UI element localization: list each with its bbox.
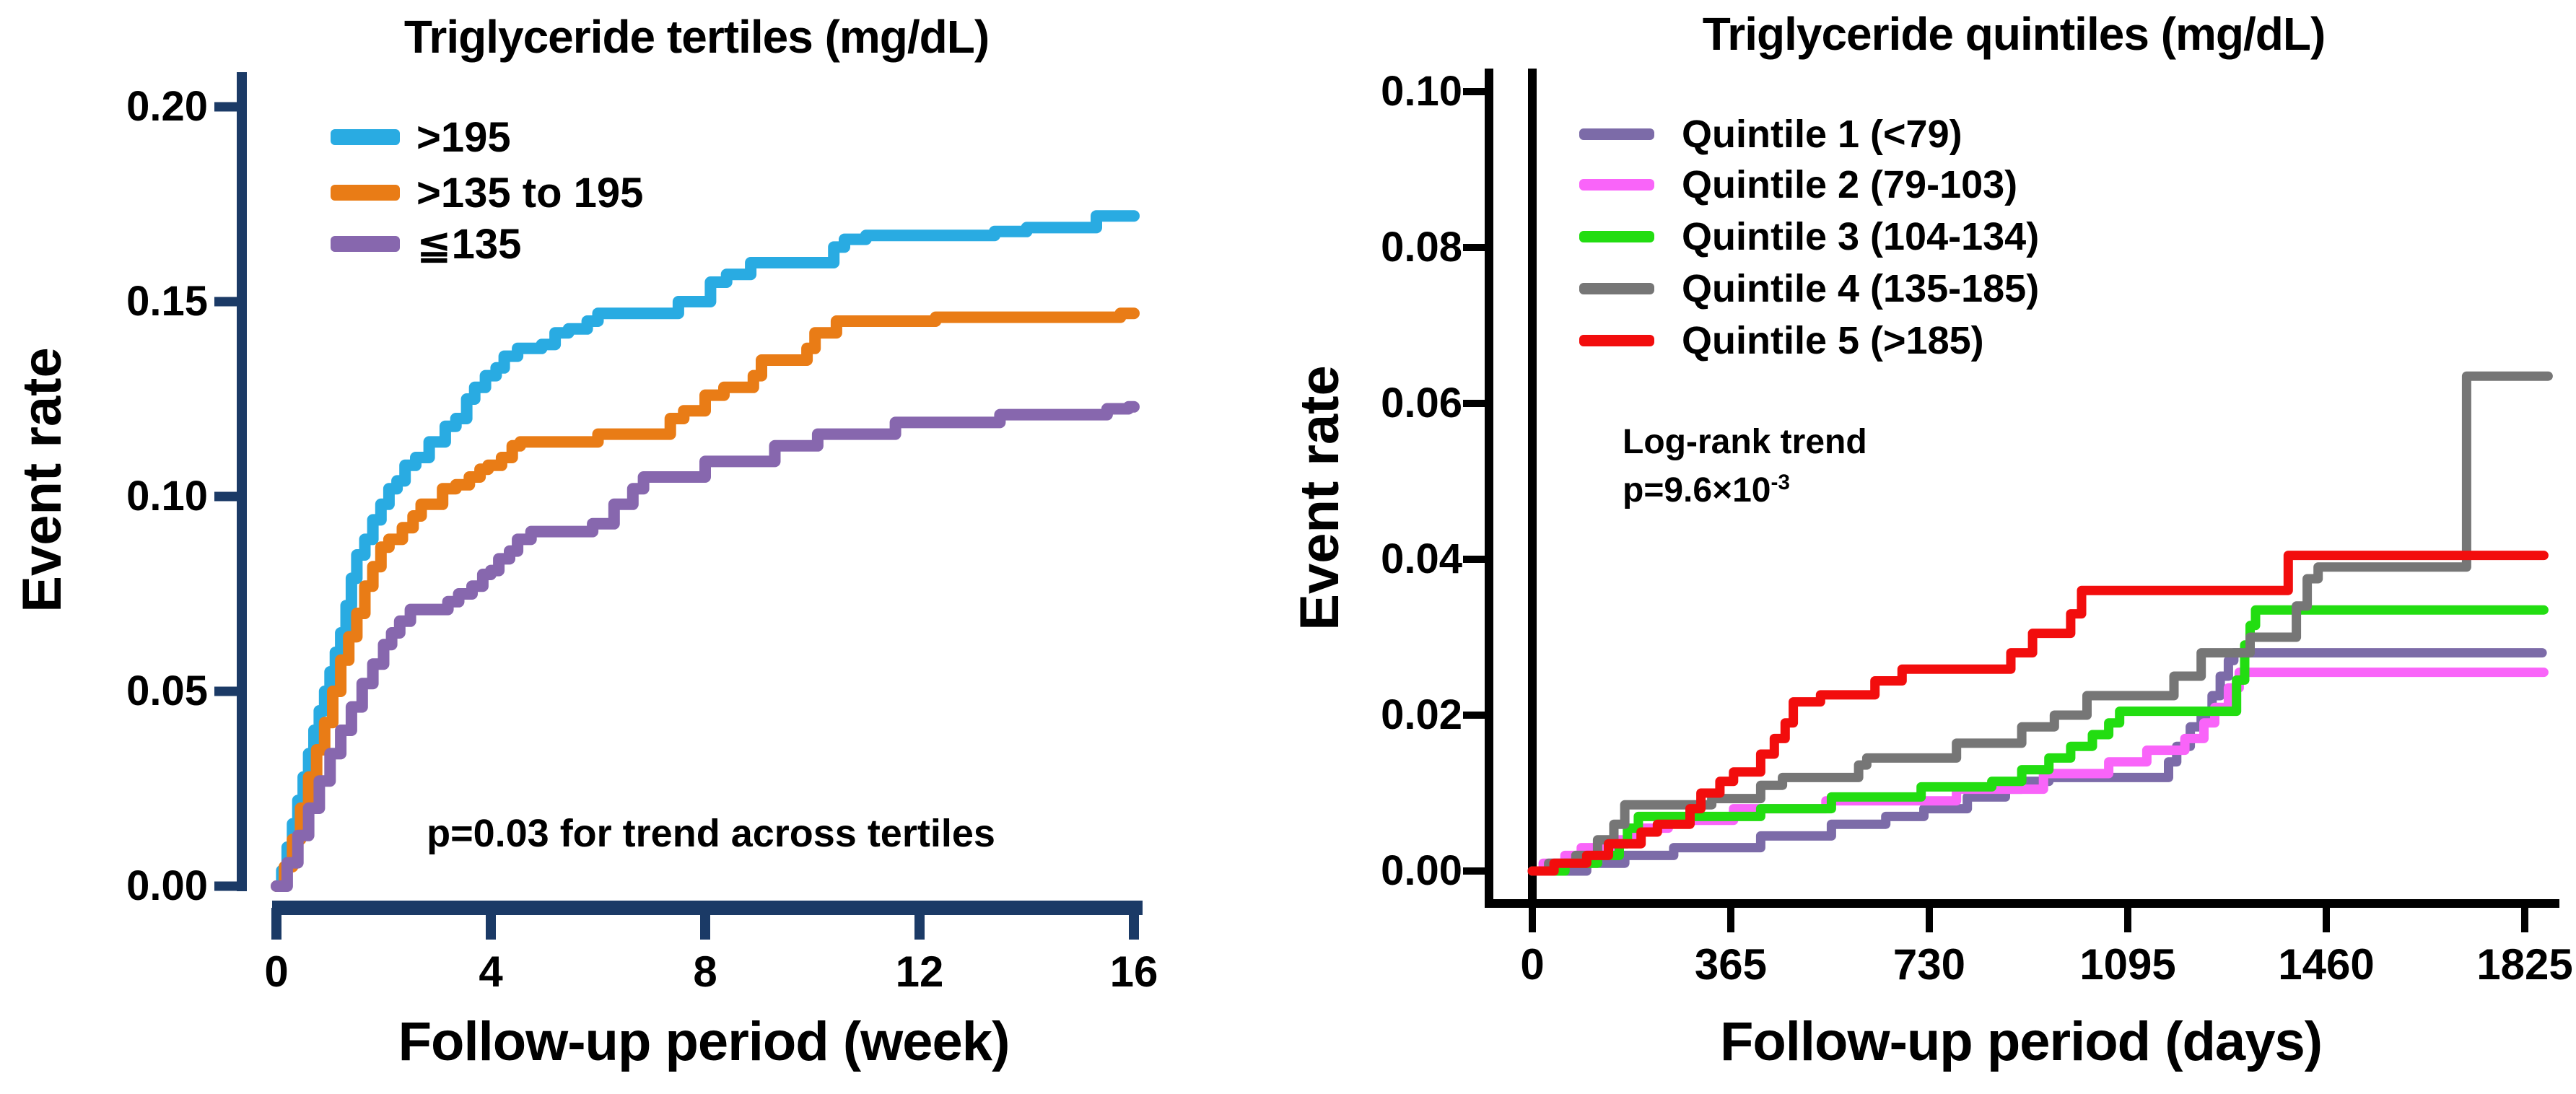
y-tick-label: 0.00 (126, 862, 208, 909)
legend-item: ≦135 (331, 219, 521, 269)
y-tick-label: 0.06 (1381, 380, 1462, 426)
legend-item: Quintile 3 (104-134) (1579, 211, 2039, 262)
legend-label: >195 (416, 113, 511, 161)
legend-label: Quintile 2 (79-103) (1682, 163, 2018, 206)
y-tick-label: 0.02 (1381, 691, 1462, 738)
legend-item: >195 (331, 112, 511, 162)
series-curve (271, 401, 1140, 892)
x-tick-label: 16 (1109, 948, 1158, 996)
legend-item: >135 to 195 (331, 167, 643, 218)
x-tick-label: 8 (693, 948, 717, 996)
legend-label: Quintile 1 (<79) (1682, 113, 1962, 156)
right-x-axis-title: Follow-up period (days) (1719, 1011, 2323, 1072)
legend-item: Quintile 4 (135-185) (1579, 263, 2039, 314)
x-tick-label: 0 (1520, 940, 1545, 989)
right-chart-title: Triglyceride quintiles (mg/dL) (1702, 8, 2326, 60)
logrank-p-value: p=9.6×10-3 (1623, 471, 1790, 509)
legend-swatch-line (1579, 179, 1654, 191)
legend-label: ≦135 (416, 221, 522, 268)
series-curve (1527, 551, 2549, 876)
y-tick-label: 0.08 (1381, 224, 1462, 271)
y-tick-label: 0.15 (126, 278, 208, 325)
x-tick-label: 730 (1892, 940, 1966, 989)
left-p-value-annotation: p=0.03 for trend across tertiles (427, 812, 995, 855)
legend-label: Quintile 5 (>185) (1682, 319, 1984, 362)
right-y-axis-title: Event rate (1289, 365, 1350, 631)
legend-label: Quintile 4 (135-185) (1682, 267, 2040, 310)
legend-swatch-line (1579, 128, 1654, 140)
left-chart-title: Triglyceride tertiles (mg/dL) (403, 11, 990, 63)
legend-swatch-line (1579, 283, 1654, 294)
x-tick-label: 1095 (2079, 940, 2176, 989)
y-tick-label: 0.04 (1381, 535, 1462, 582)
y-tick-label: 0.10 (126, 473, 208, 520)
logrank-trend-label: Log-rank trend (1623, 423, 1867, 461)
y-tick-label: 0.00 (1381, 847, 1462, 894)
x-tick-label: 365 (1694, 940, 1768, 989)
legend-item: Quintile 2 (79-103) (1579, 159, 2017, 210)
right-logrank-annotation: Log-rank trend p=9.6×10-3 (1623, 422, 1867, 511)
legend-swatch-line (331, 236, 400, 252)
y-tick-label: 0.10 (1381, 68, 1462, 115)
series-curve (1527, 371, 2553, 876)
series-curve (1527, 668, 2549, 876)
legend-swatch-line (1579, 231, 1654, 242)
left-x-axis-title: Follow-up period (week) (398, 1011, 1010, 1072)
y-tick-label: 0.05 (126, 668, 208, 714)
legend-item: Quintile 5 (>185) (1579, 315, 1984, 366)
x-tick-label: 4 (479, 948, 503, 996)
legend-item: Quintile 1 (<79) (1579, 109, 1962, 159)
series-curve (271, 307, 1140, 892)
y-tick-label: 0.20 (126, 83, 208, 130)
legend-label: >135 to 195 (416, 169, 644, 216)
legend-label: Quintile 3 (104-134) (1682, 215, 2040, 258)
series-curve (1527, 648, 2547, 876)
legend-swatch-line (331, 185, 400, 201)
x-tick-label: 1825 (2476, 940, 2573, 989)
x-tick-label: 12 (895, 948, 944, 996)
x-tick-label: 1460 (2278, 940, 2375, 989)
legend-swatch-line (331, 129, 400, 145)
x-tick-label: 0 (264, 948, 289, 996)
legend-swatch-line (1579, 335, 1654, 346)
